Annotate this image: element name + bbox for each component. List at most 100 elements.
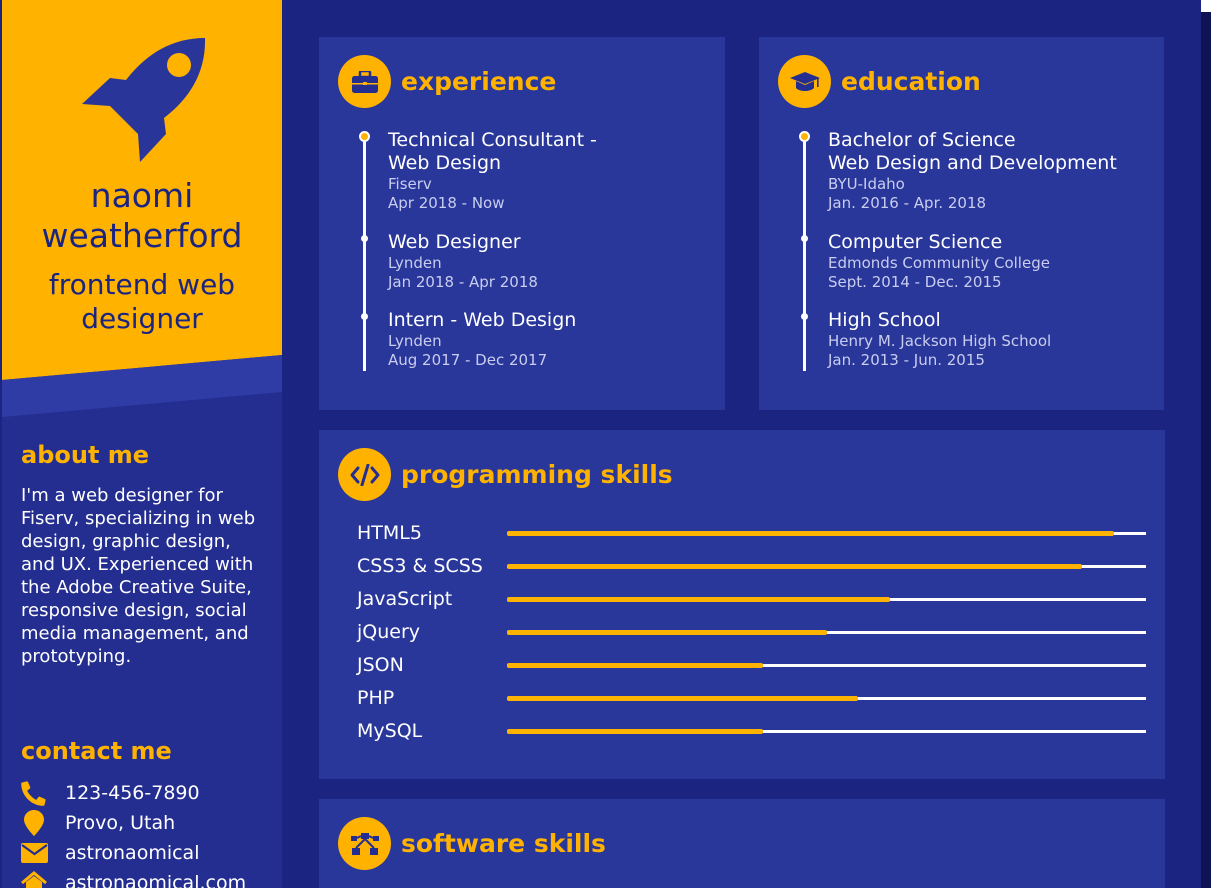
experience-item-org: Lynden: [388, 332, 442, 350]
skill-row: CSS3 & SCSS: [357, 553, 1147, 579]
skill-bar-track: [507, 696, 1146, 701]
skill-bar-track: [507, 630, 1146, 635]
timeline-dot: [801, 313, 808, 320]
experience-timeline: Technical Consultant - Web Design Fiserv…: [359, 129, 739, 371]
experience-item-title: Technical Consultant - Web Design: [388, 129, 597, 174]
experience-item-title: Web Designer: [388, 231, 521, 253]
skill-row: MySQL: [357, 718, 1147, 744]
map-marker-icon: [20, 810, 48, 836]
skill-row: jQuery: [357, 619, 1147, 645]
skill-name: CSS3 & SCSS: [357, 555, 483, 577]
contact-email[interactable]: astronaomical: [20, 838, 282, 868]
skill-name: JSON: [357, 654, 404, 676]
skill-row: PHP: [357, 685, 1147, 711]
education-item-subtitle: Web Design and Development: [828, 152, 1117, 174]
briefcase-icon: [338, 55, 391, 108]
education-item-title: Bachelor of Science: [828, 129, 1016, 151]
education-item: Computer Science Edmonds Community Colle…: [801, 231, 1188, 292]
timeline-dot: [801, 235, 808, 242]
experience-item: Technical Consultant - Web Design Fiserv…: [359, 129, 748, 213]
envelope-icon: [20, 840, 48, 866]
skill-bar-track: [507, 531, 1146, 536]
education-item-dates: Jan. 2013 - Jun. 2015: [828, 351, 985, 369]
experience-item-org: Lynden: [388, 254, 442, 272]
skill-bar-fill: [507, 630, 827, 635]
contact-list: 123-456-7890 Provo, Utah astronaomical a…: [20, 778, 282, 888]
experience-item-dates: Aug 2017 - Dec 2017: [388, 351, 548, 369]
education-title: education: [841, 67, 981, 96]
programming-header: programming skills: [338, 448, 673, 501]
education-item-title: High School: [828, 309, 941, 331]
home-icon: [20, 870, 48, 888]
skill-bar-fill: [507, 597, 891, 602]
timeline-dot: [361, 313, 368, 320]
software-title: software skills: [401, 829, 606, 858]
timeline-dot: [799, 131, 810, 142]
education-item-dates: Jan. 2016 - Apr. 2018: [828, 194, 987, 212]
contact-phone-text: 123-456-7890: [65, 782, 200, 804]
about-heading: about me: [21, 441, 150, 469]
scrollbar-edge: [1201, 12, 1211, 888]
education-item-dates: Sept. 2014 - Dec. 2015: [828, 273, 1002, 291]
education-item: Bachelor of Science Web Design and Devel…: [799, 129, 1188, 213]
experience-item: Intern - Web Design Lynden Aug 2017 - De…: [361, 309, 748, 370]
education-card: education Bachelor of Science Web Design…: [759, 37, 1164, 410]
contact-email-link[interactable]: astronaomical: [65, 842, 200, 864]
skill-bar-fill: [507, 729, 763, 734]
timeline-dot: [361, 235, 368, 242]
skill-name: MySQL: [357, 720, 423, 742]
timeline-line: [363, 133, 366, 371]
timeline-dot: [359, 131, 370, 142]
education-item-org: Edmonds Community College: [828, 254, 1050, 272]
profile-role: frontend web designer: [48, 268, 236, 335]
experience-title: experience: [401, 67, 557, 96]
experience-item-org: Fiserv: [388, 175, 432, 193]
programming-skills-card: programming skills HTML5 CSS3 & SCSS JavaS…: [319, 430, 1165, 779]
experience-item-dates: Apr 2018 - Now: [388, 194, 505, 212]
experience-header: experience: [338, 55, 556, 108]
graduation-cap-icon: [778, 55, 831, 108]
skill-bar-track: [507, 729, 1146, 734]
hero-background: [2, 0, 282, 417]
about-text: I'm a web designer for Fiserv, specializ…: [21, 485, 256, 667]
contact-phone: 123-456-7890: [20, 778, 282, 808]
skill-name: HTML5: [357, 522, 422, 544]
phone-icon: [20, 780, 48, 806]
programming-title: programming skills: [401, 460, 673, 489]
experience-card: experience Technical Consultant - Web De…: [319, 37, 725, 410]
skill-row: HTML5: [357, 520, 1147, 546]
education-timeline: Bachelor of Science Web Design and Devel…: [799, 129, 1179, 371]
contact-website[interactable]: astronaomical.com: [20, 868, 282, 888]
contact-heading: contact me: [21, 737, 172, 765]
skill-name: JavaScript: [357, 588, 453, 610]
timeline-line: [803, 133, 806, 371]
skill-bar-fill: [507, 663, 763, 668]
vector-nodes-icon: [338, 817, 391, 870]
education-item-title: Computer Science: [828, 231, 1003, 253]
experience-item: Web Designer Lynden Jan 2018 - Apr 2018: [361, 231, 748, 292]
contact-location-text: Provo, Utah: [65, 812, 176, 834]
education-item-org: BYU-Idaho: [828, 175, 905, 193]
software-header: software skills: [338, 817, 606, 870]
education-item: High School Henry M. Jackson High School…: [801, 309, 1188, 370]
contact-location: Provo, Utah: [20, 808, 282, 838]
skill-row: JSON: [357, 652, 1147, 678]
skill-row: JavaScript: [357, 586, 1147, 612]
skill-bar-track: [507, 564, 1146, 569]
skill-bar-fill: [507, 564, 1083, 569]
skill-bar-track: [507, 597, 1146, 602]
education-item-org: Henry M. Jackson High School: [828, 332, 1052, 350]
sidebar: naomi weatherford frontend web designer …: [2, 0, 282, 888]
contact-website-link[interactable]: astronaomical.com: [65, 872, 247, 888]
rocket-icon: [82, 38, 206, 162]
skill-bar-fill: [507, 696, 859, 701]
skill-name: PHP: [357, 687, 395, 709]
skill-bar-track: [507, 663, 1146, 668]
skill-bar-fill: [507, 531, 1115, 536]
education-header: education: [778, 55, 981, 108]
experience-item-dates: Jan 2018 - Apr 2018: [388, 273, 538, 291]
software-skills-card: software skills: [319, 799, 1165, 888]
sidebar-hero: naomi weatherford frontend web designer: [2, 0, 282, 420]
experience-item-title: Intern - Web Design: [388, 309, 577, 331]
profile-name: naomi weatherford: [41, 176, 243, 255]
